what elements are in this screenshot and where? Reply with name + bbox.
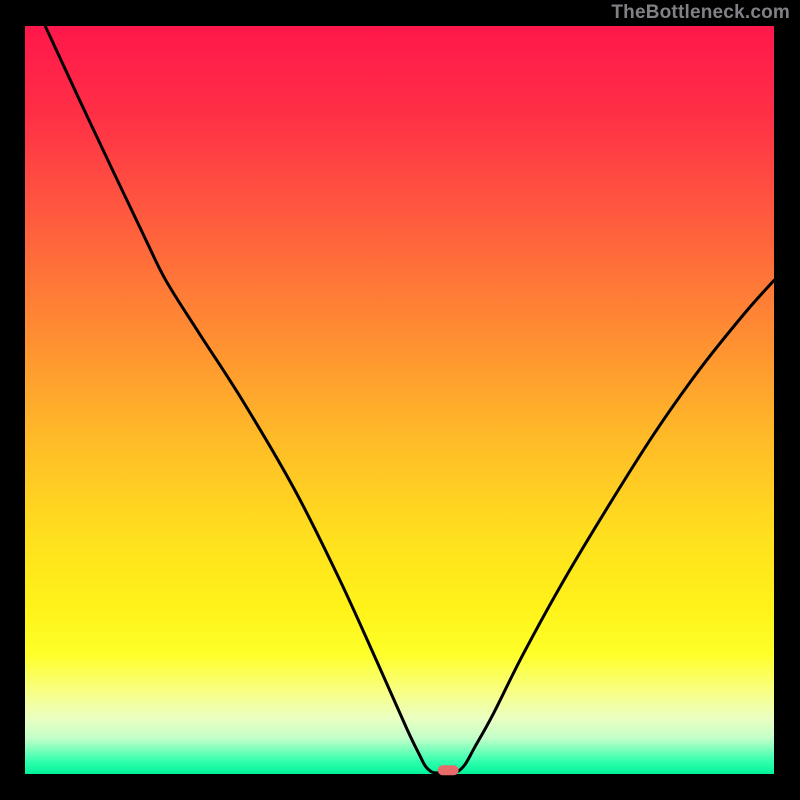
chart-container: { "watermark": "TheBottleneck.com", "cha…: [0, 0, 800, 800]
watermark-text: TheBottleneck.com: [611, 2, 790, 24]
chart-background: [25, 26, 774, 774]
optimal-point-marker: [438, 765, 459, 775]
bottleneck-chart: [0, 0, 800, 800]
